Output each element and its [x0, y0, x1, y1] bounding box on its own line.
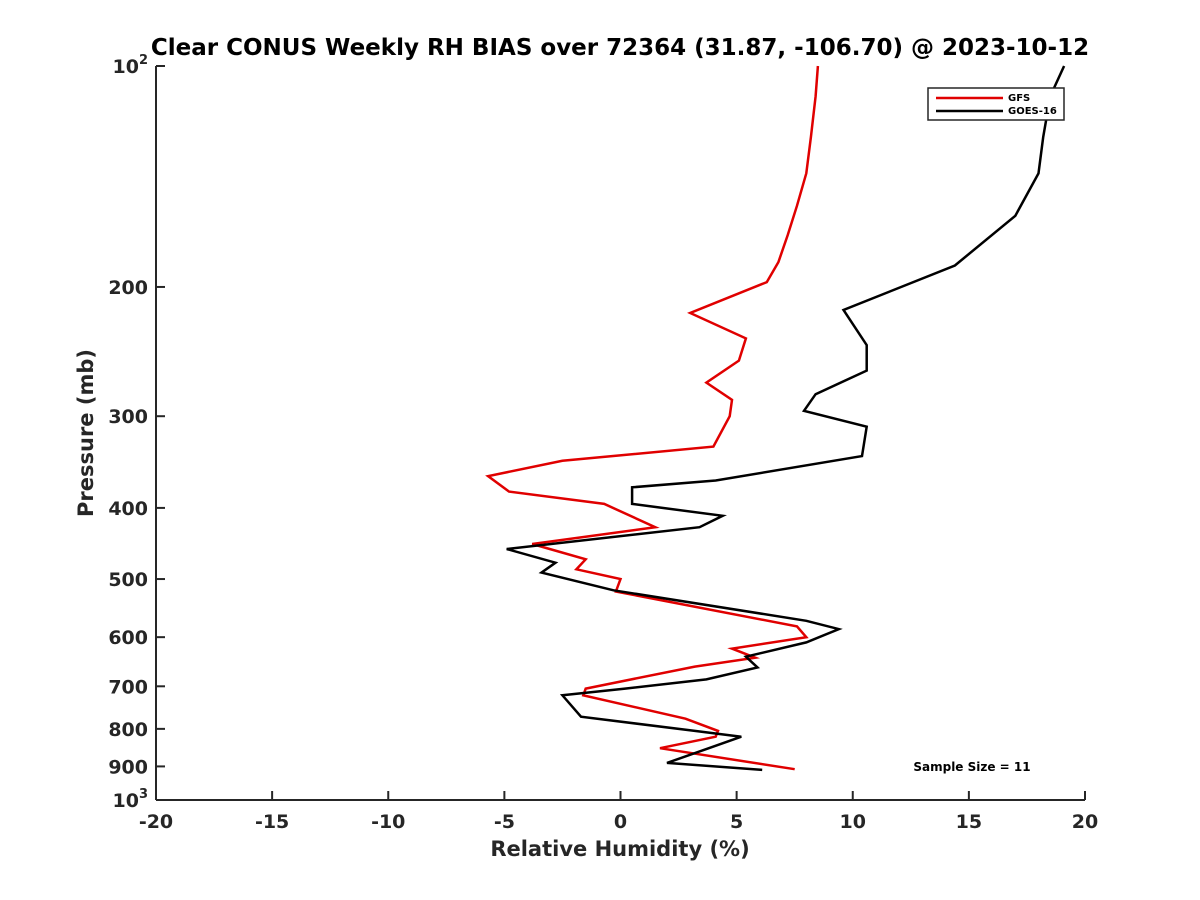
- y-tick-label: 300: [108, 406, 148, 428]
- x-tick-label: -5: [494, 811, 515, 833]
- x-tick-label: 15: [956, 811, 982, 833]
- y-tick-label: 800: [108, 719, 148, 741]
- y-tick-label: 102: [113, 53, 149, 78]
- y-tick-label: 103: [113, 787, 149, 812]
- x-tick-label: -15: [255, 811, 289, 833]
- x-tick-label: 0: [614, 811, 627, 833]
- y-tick-label: 600: [108, 627, 148, 649]
- x-axis-label: Relative Humidity (%): [490, 837, 749, 861]
- legend-label-gfs: GFS: [1008, 93, 1030, 104]
- series-line-gfs: [485, 65, 820, 771]
- y-axis-ticks: 102 200 300 400 500 600 700 800 900 103: [108, 53, 165, 812]
- x-tick-label: -10: [371, 811, 405, 833]
- sample-size-annotation: Sample Size = 11: [913, 760, 1030, 774]
- y-tick-label: 700: [108, 676, 148, 698]
- series-layer: [485, 65, 1066, 772]
- legend-label-goes-16: GOES-16: [1008, 106, 1057, 117]
- legend: GFS GOES-16: [927, 87, 1065, 121]
- x-tick-label: 20: [1072, 811, 1098, 833]
- legend-box: [927, 87, 1065, 121]
- y-axis-label: Pressure (mb): [74, 349, 98, 517]
- y-tick-label: 200: [108, 277, 148, 299]
- series-line-goes-16: [506, 65, 1066, 772]
- x-axis-ticks: -20 -15 -10 -5 0 5 10 15 20: [139, 791, 1098, 833]
- y-tick-label: 500: [108, 569, 148, 591]
- chart-title: Clear CONUS Weekly RH BIAS over 72364 (3…: [151, 35, 1089, 61]
- y-tick-label: 900: [108, 756, 148, 778]
- x-tick-label: 5: [730, 811, 743, 833]
- y-tick-label: 400: [108, 498, 148, 520]
- x-tick-label: 10: [840, 811, 866, 833]
- x-tick-label: -20: [139, 811, 173, 833]
